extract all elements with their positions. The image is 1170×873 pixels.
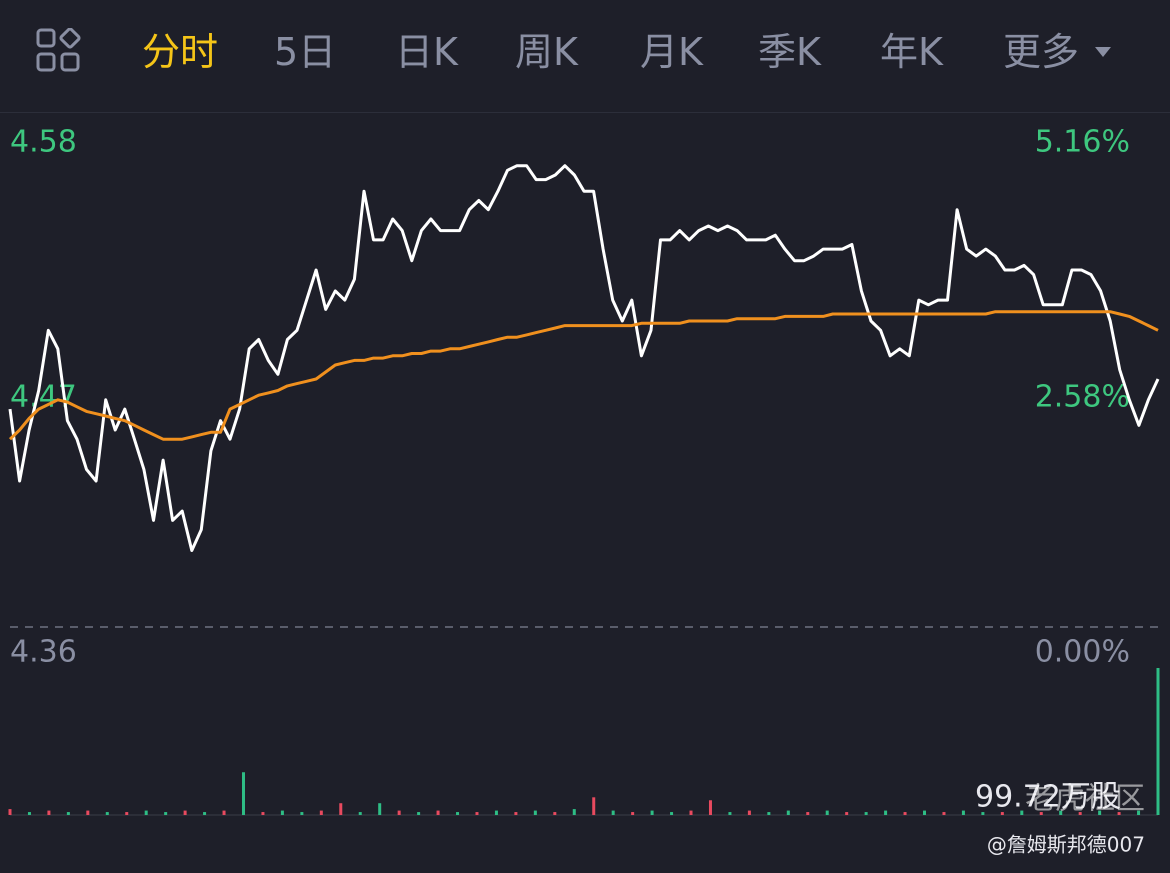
volume-bar [1039,812,1043,815]
price-line [8,310,1159,441]
tab-label[interactable]: 5日 [274,30,337,74]
volume-bar [786,810,790,815]
volume-bar [747,810,751,815]
volume-bar [884,810,888,815]
volume-bar [27,812,31,815]
y2-tick-label: 0.00% [1035,635,1130,670]
tab[interactable]: 日K [395,28,458,76]
tab[interactable]: 分时 [142,28,218,76]
volume-bar [1156,668,1160,815]
tab[interactable]: 季K [758,28,821,76]
volume-bar [942,812,946,815]
volume-bar [183,810,187,815]
tab-label[interactable]: 年K [880,30,943,74]
volume-bar [553,812,557,815]
volume-bar [845,812,849,815]
tab-label[interactable]: 分时 [142,30,219,74]
volume-bar [689,810,693,815]
volume-bar [1078,812,1082,815]
volume-bar [864,812,868,815]
y2-tick-label: 2.58% [1035,380,1130,415]
volume-bar [1098,810,1102,815]
volume-bar [1020,810,1024,815]
volume-bar [806,812,810,815]
volume-bar [631,812,635,815]
volume-bar [475,812,479,815]
tab-label[interactable]: 周K [515,30,578,74]
volume-bar [164,812,168,815]
volume-bar [417,812,421,815]
tab[interactable]: 5日 [274,28,336,76]
volume-bar [923,810,927,815]
y2-tick-label: 5.16% [1035,125,1130,160]
volume-bar [1059,810,1063,815]
tab-label[interactable]: 日K [395,30,458,74]
tab[interactable]: 月K [640,28,703,76]
volume-bar [1117,812,1121,815]
dropdown-arrow[interactable] [1093,45,1113,59]
volume-bar [358,812,362,815]
volume-bar [670,812,674,815]
volume-bar [592,797,596,815]
volume-bar [203,812,207,815]
volume-bar [1137,810,1141,815]
volume-bar [105,812,109,815]
layout-icon[interactable] [36,28,86,78]
volume-bar [494,810,498,815]
volume-bar [981,812,985,815]
volume-bar [650,810,654,815]
volume-bar [144,810,148,815]
volume-bar [397,810,401,815]
y-tick-label: 4.36 [10,635,77,670]
tab-label[interactable]: 更多 [1003,30,1080,74]
volume-bar [728,812,732,815]
volume-bar [319,810,323,815]
volume-bar [86,810,90,815]
volume-bar [47,810,51,815]
volume-bar [222,810,226,815]
volume-label: 99.72万股 [975,780,1121,815]
volume-bar [708,800,712,815]
volume-bar [1000,812,1004,815]
volume-bar [436,810,440,815]
volume-bar [241,772,245,815]
volume-bar [339,803,343,815]
tab-label[interactable]: 季K [758,30,821,74]
volume-bar [66,812,70,815]
volume-bar [514,812,518,815]
volume-bar [456,812,460,815]
volume-bar [611,810,615,815]
volume-bar [825,810,829,815]
volume-bar [8,809,12,815]
credit: @詹姆斯邦德007 [987,833,1145,857]
tab-bar: 分时 5日 日K 周K 月K 季K 年K 更多 [0,0,1170,113]
price-line [8,164,1160,552]
volume-bar [261,812,265,815]
tab[interactable]: 周K [515,28,578,76]
volume-bar [767,812,771,815]
tab[interactable]: 年K [880,28,943,76]
volume-bar [533,810,537,815]
volume-bar [300,812,304,815]
volume-bar [125,812,129,815]
volume-bar [903,812,907,815]
tab-label[interactable]: 月K [640,30,703,74]
volume-bar [280,810,284,815]
tab[interactable]: 更多 [1003,28,1112,76]
watermark: 老虎社区 [1025,782,1145,817]
volume-bar [572,809,576,815]
y-tick-label: 4.58 [10,125,77,160]
volume-bar [961,810,965,815]
volume-bar [378,803,382,815]
